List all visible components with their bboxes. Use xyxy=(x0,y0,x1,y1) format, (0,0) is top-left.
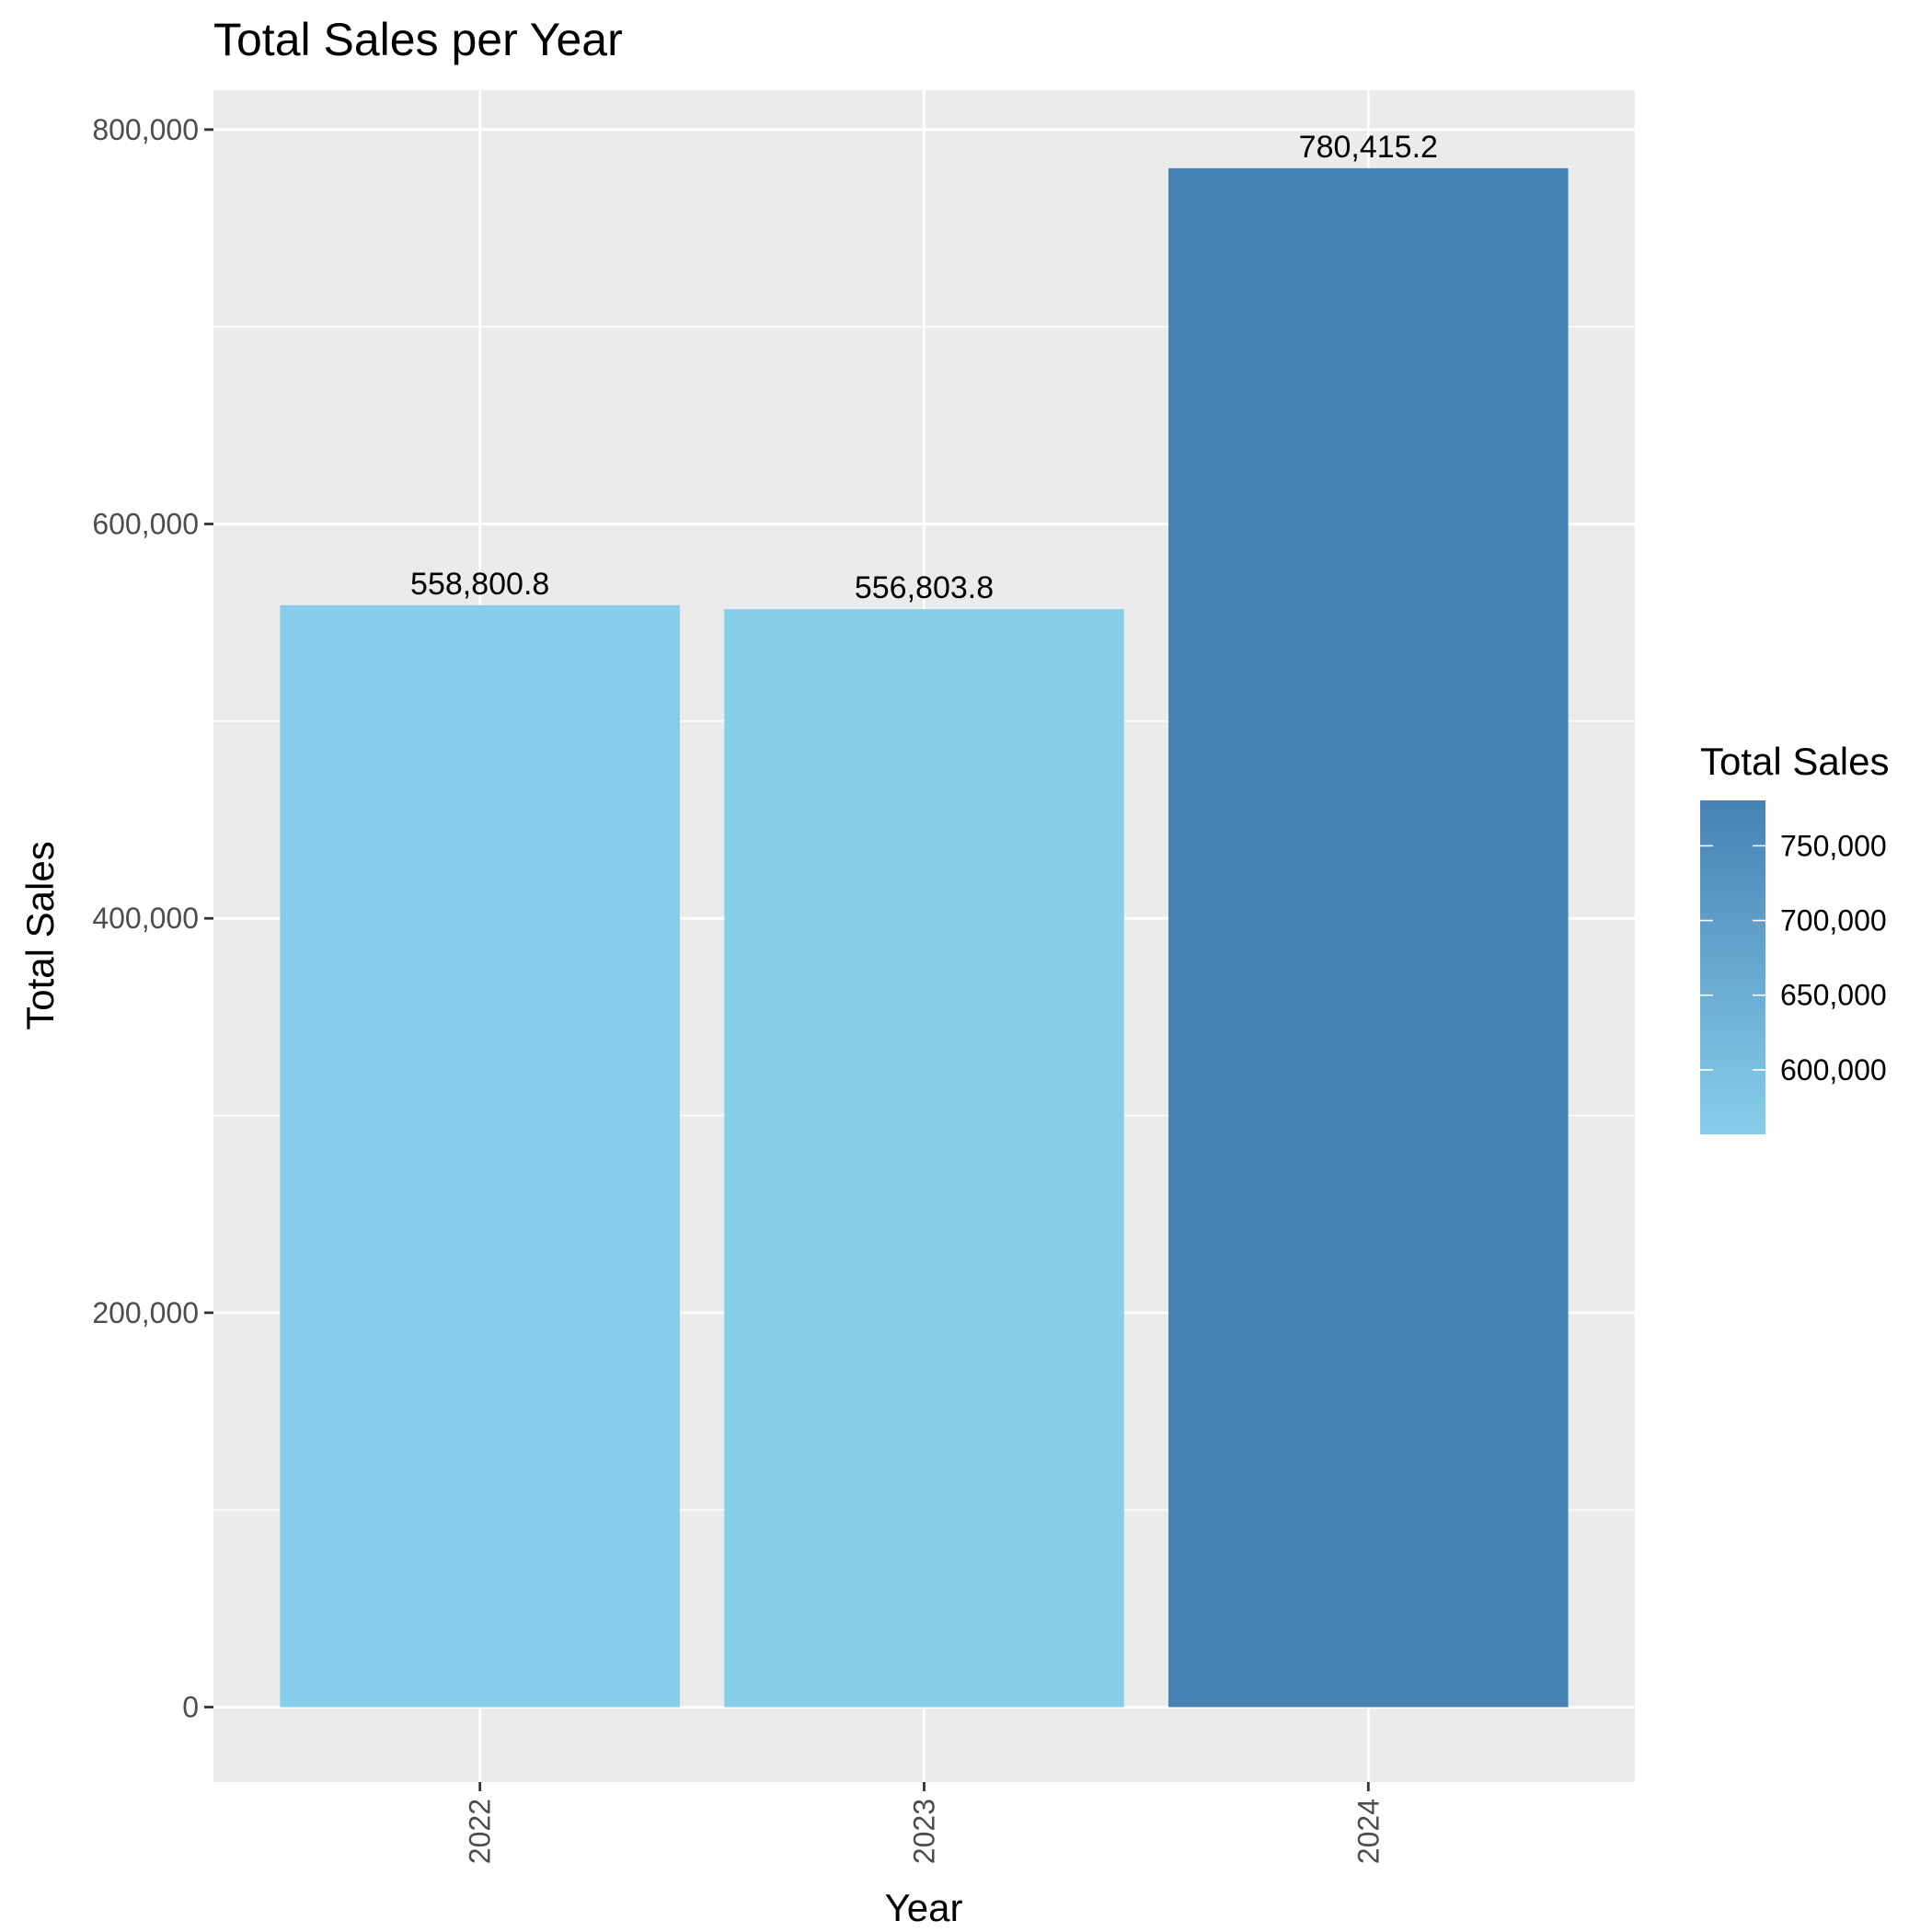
bar-value-label: 558,800.8 xyxy=(410,567,549,602)
y-axis-title: Total Sales xyxy=(18,841,62,1029)
y-tick-label: 800,000 xyxy=(92,113,199,146)
legend-ticks: 600,000 650,000 700,000 750,000 xyxy=(1700,829,1887,1087)
x-axis: 2022 2023 2024 xyxy=(464,1782,1385,1864)
legend: Total Sales 600,000 650,000 700,000 750,000 xyxy=(1700,740,1889,1134)
bar-value-label: 556,803.8 xyxy=(855,570,994,605)
bar-2024 xyxy=(1168,167,1569,1708)
x-axis-title: Year xyxy=(885,1886,963,1929)
legend-break-label: 650,000 xyxy=(1780,979,1887,1012)
y-tick-label: 400,000 xyxy=(92,902,199,935)
y-tick-label: 200,000 xyxy=(92,1296,199,1329)
bars xyxy=(280,167,1569,1708)
chart-title: Total Sales per Year xyxy=(213,14,623,65)
legend-colorbar xyxy=(1700,800,1765,1134)
bar-value-label: 780,415.2 xyxy=(1299,130,1438,165)
x-tick-label: 2024 xyxy=(1351,1799,1385,1864)
y-tick-label: 600,000 xyxy=(92,508,199,541)
x-tick-label: 2023 xyxy=(908,1799,941,1864)
y-axis: 0 200,000 400,000 600,000 800,000 xyxy=(92,113,213,1724)
x-tick-label: 2022 xyxy=(464,1799,497,1864)
legend-break-label: 700,000 xyxy=(1780,904,1887,937)
legend-break-label: 750,000 xyxy=(1780,829,1887,862)
bar-2022 xyxy=(280,604,680,1708)
y-tick-label: 0 xyxy=(182,1691,199,1724)
bar-value-labels: 558,800.8 556,803.8 780,415.2 xyxy=(410,130,1438,605)
legend-break-label: 600,000 xyxy=(1780,1053,1887,1087)
bar-2023 xyxy=(724,609,1124,1708)
legend-title: Total Sales xyxy=(1700,740,1889,783)
